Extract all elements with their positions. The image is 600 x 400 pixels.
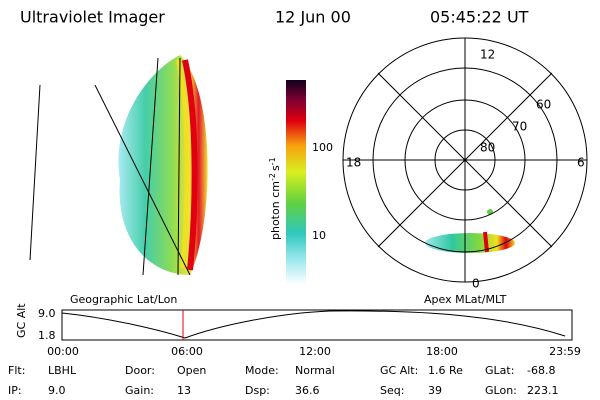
status-label: Flt: — [8, 364, 25, 377]
status-label: Door: — [125, 364, 155, 377]
x-tick-label: 06:00 — [171, 345, 203, 358]
status-value: Normal — [295, 364, 335, 377]
x-tick-label: 18:00 — [426, 345, 458, 358]
status-value: 39 — [428, 384, 442, 397]
status-label: Mode: — [245, 364, 279, 377]
altitude-plot: GC Alt 9.0 1.8 00:00 06:00 12:00 18:00 2… — [15, 303, 581, 358]
status-value: 223.1 — [527, 384, 559, 397]
status-label: GC Alt: — [380, 364, 418, 377]
lat-label: 80 — [480, 141, 495, 155]
polar-plot — [342, 37, 588, 283]
mlt-label: 0 — [472, 277, 480, 291]
status-value: 9.0 — [48, 384, 66, 397]
x-tick-label: 23:59 — [549, 345, 581, 358]
status-label: GLon: — [485, 384, 517, 397]
status-label: Dsp: — [245, 384, 270, 397]
status-value: 36.6 — [295, 384, 320, 397]
header: Ultraviolet Imager 12 Jun 00 05:45:22 UT — [20, 8, 529, 27]
status-label: Seq: — [380, 384, 404, 397]
status: Flt: LBHL IP: 9.0 Door: Open Gain: 13 Mode: Norma… — [8, 364, 559, 397]
y-tick-label: 9.0 — [38, 307, 56, 320]
panel-label: Apex MLat/MLT — [424, 293, 507, 306]
status-value: 1.6 Re — [428, 364, 463, 377]
status-value: -68.8 — [527, 364, 555, 377]
x-tick-label: 12:00 — [299, 345, 331, 358]
status-label: GLat: — [485, 364, 514, 377]
exponent: -1 — [268, 157, 277, 165]
unit: photon cm — [269, 181, 282, 240]
time: 05:45:22 UT — [430, 8, 529, 27]
colorbar-label: photon cm-2 s-1 — [268, 157, 283, 240]
axis-label: GC Alt — [15, 303, 28, 338]
colorbar: 100 10 photon cm-2 s-1 — [268, 80, 333, 285]
status-value: 13 — [177, 384, 191, 397]
status-label: IP: — [8, 384, 22, 397]
y-tick-label: 1.8 — [38, 329, 56, 342]
colorbar-tick: 10 — [312, 229, 326, 242]
lat-label: 60 — [536, 98, 551, 112]
status-value: Open — [177, 364, 206, 377]
mlt-label: 18 — [346, 156, 361, 170]
title: Ultraviolet Imager — [20, 8, 165, 27]
geographic-image — [29, 55, 208, 276]
mlt-label: 12 — [480, 48, 495, 62]
lat-label: 70 — [512, 120, 527, 134]
colorbar-tick: 100 — [312, 141, 333, 154]
status-value: LBHL — [48, 364, 77, 377]
unit: s — [269, 165, 282, 171]
status-label: Gain: — [125, 384, 154, 397]
panel-label: Geographic Lat/Lon — [70, 293, 177, 306]
x-tick-label: 00:00 — [47, 345, 79, 358]
mlt-label: 6 — [577, 156, 585, 170]
date: 12 Jun 00 — [275, 8, 351, 27]
exponent: -2 — [268, 173, 277, 181]
